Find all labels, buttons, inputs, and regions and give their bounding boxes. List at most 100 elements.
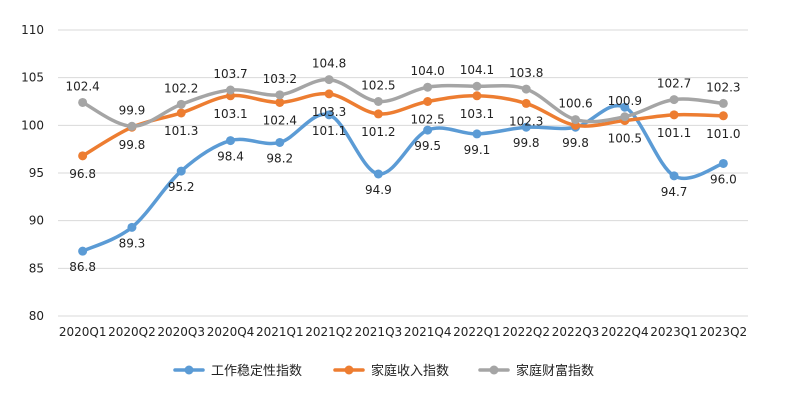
x-tick-label: 2020Q1 <box>59 325 107 339</box>
data-label: 102.7 <box>657 77 691 91</box>
data-point <box>472 91 482 101</box>
data-point <box>669 171 679 181</box>
data-label: 103.8 <box>509 66 543 80</box>
data-point <box>718 98 728 108</box>
data-point <box>423 82 433 92</box>
data-label: 101.1 <box>312 124 346 138</box>
y-tick-label: 80 <box>29 309 44 323</box>
data-point <box>324 89 334 99</box>
x-tick-label: 2021Q3 <box>355 325 403 339</box>
legend-entry-label: 家庭财富指数 <box>516 363 594 379</box>
legend: 工作稳定性指数 家庭收入指数 家庭财富指数 <box>173 363 594 379</box>
data-label: 94.9 <box>365 183 392 197</box>
data-label: 102.4 <box>263 113 297 127</box>
data-point <box>669 110 679 120</box>
data-point <box>620 102 630 112</box>
data-label: 99.1 <box>464 143 491 157</box>
data-label: 101.0 <box>706 127 740 141</box>
data-point <box>521 84 531 94</box>
data-point <box>324 110 334 120</box>
data-point <box>521 122 531 132</box>
legend-swatch-marker <box>184 365 194 375</box>
data-point <box>324 75 334 85</box>
series-lines <box>78 75 728 256</box>
x-tick-label: 2020Q2 <box>108 325 156 339</box>
data-point <box>423 125 433 135</box>
data-label: 99.8 <box>513 136 540 150</box>
data-point <box>226 85 235 95</box>
data-label: 104.1 <box>460 63 494 77</box>
data-point <box>472 81 482 91</box>
data-label: 95.2 <box>168 180 195 194</box>
data-point <box>78 97 88 107</box>
data-point <box>275 90 285 100</box>
data-point <box>226 136 235 146</box>
data-label: 102.4 <box>65 79 99 93</box>
data-point <box>373 97 383 106</box>
data-label: 104.8 <box>312 57 346 71</box>
y-tick-label: 85 <box>29 261 44 275</box>
data-label: 103.3 <box>312 105 346 119</box>
legend-entry-label: 工作稳定性指数 <box>211 363 302 379</box>
x-tick-label: 2021Q2 <box>305 325 353 339</box>
x-tick-label: 2021Q1 <box>256 325 304 339</box>
x-tick-label: 2023Q2 <box>700 325 748 339</box>
data-point <box>423 97 433 106</box>
data-point <box>127 121 137 131</box>
x-tick-label: 2020Q3 <box>157 325 205 339</box>
data-label: 99.8 <box>119 138 146 152</box>
data-label: 102.5 <box>410 113 444 127</box>
data-label: 100.9 <box>608 94 642 108</box>
data-label: 100.5 <box>608 132 642 146</box>
data-point <box>176 166 186 176</box>
data-label: 101.2 <box>361 125 395 139</box>
data-point <box>472 129 482 139</box>
data-label: 96.0 <box>710 172 737 186</box>
data-label: 98.4 <box>217 150 244 164</box>
y-tick-label: 105 <box>21 71 44 85</box>
data-point <box>373 169 383 179</box>
y-tick-label: 90 <box>29 214 44 228</box>
x-tick-label: 2023Q1 <box>650 325 698 339</box>
data-labels: 86.8 89.3 95.2 98.4 98.2 101.1 94.9 99.5 99.1 99.… <box>65 57 740 275</box>
data-point <box>275 97 285 107</box>
x-tick-label: 2022Q3 <box>552 325 600 339</box>
data-point <box>718 158 728 168</box>
legend-entry-label: 家庭收入指数 <box>371 363 449 379</box>
data-point <box>176 108 186 118</box>
data-label: 103.2 <box>263 72 297 86</box>
y-tick-label: 95 <box>29 166 44 180</box>
y-axis-ticks: 80 85 90 95 100 105 110 <box>21 23 44 323</box>
data-label: 103.7 <box>213 67 247 81</box>
data-point <box>127 222 137 232</box>
data-label: 89.3 <box>119 236 146 250</box>
legend-swatch-marker <box>489 365 499 375</box>
data-point <box>571 115 580 125</box>
legend-swatch-marker <box>344 365 354 375</box>
data-label: 99.9 <box>119 103 146 117</box>
data-label: 102.5 <box>361 79 395 93</box>
x-tick-label: 2022Q2 <box>502 325 550 339</box>
data-label: 102.3 <box>509 114 543 128</box>
data-label: 101.1 <box>657 126 691 140</box>
data-label: 102.3 <box>706 80 740 94</box>
x-axis-ticks: 2020Q1 2020Q2 2020Q3 2020Q4 2021Q1 2021Q2 2021… <box>59 325 747 339</box>
data-label: 99.5 <box>414 139 441 153</box>
data-label: 102.2 <box>164 81 198 95</box>
data-label: 104.0 <box>410 64 444 78</box>
data-label: 96.8 <box>69 167 96 181</box>
data-label: 86.8 <box>69 260 96 274</box>
data-label: 94.7 <box>661 185 688 199</box>
data-point <box>78 151 88 161</box>
data-label: 103.1 <box>213 107 247 121</box>
y-tick-label: 110 <box>21 23 44 37</box>
x-tick-label: 2022Q4 <box>601 325 649 339</box>
data-point <box>275 137 285 147</box>
data-point <box>620 112 630 122</box>
x-tick-label: 2020Q4 <box>207 325 255 339</box>
x-tick-label: 2021Q4 <box>404 325 452 339</box>
data-point <box>78 246 88 256</box>
data-label: 99.8 <box>562 136 589 150</box>
